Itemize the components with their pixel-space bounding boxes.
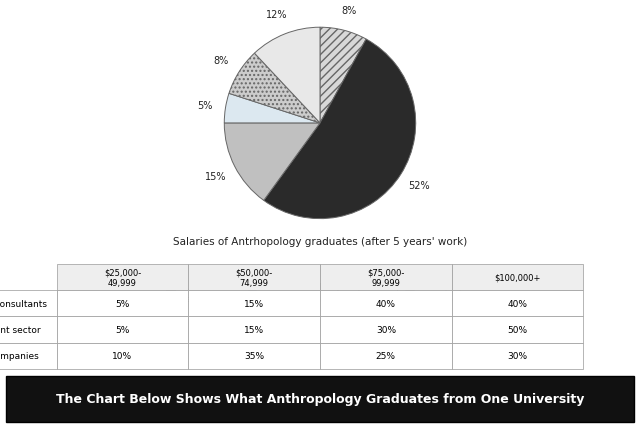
Text: 15%: 15% <box>205 172 227 181</box>
Wedge shape <box>264 40 416 219</box>
Legend: Full-time work, Part-time work, Part-time work + postgrad study, Full-time postg: Full-time work, Part-time work, Part-tim… <box>164 280 476 306</box>
Wedge shape <box>224 94 320 124</box>
Wedge shape <box>320 28 366 124</box>
Wedge shape <box>224 124 320 201</box>
Text: 52%: 52% <box>408 181 429 191</box>
Text: 8%: 8% <box>214 56 229 66</box>
Wedge shape <box>255 28 320 124</box>
Wedge shape <box>229 54 320 124</box>
Text: 12%: 12% <box>266 10 288 20</box>
Text: 5%: 5% <box>197 101 212 110</box>
Text: 8%: 8% <box>341 6 356 16</box>
Title: Salaries of Antrhopology graduates (after 5 years' work): Salaries of Antrhopology graduates (afte… <box>173 236 467 246</box>
FancyBboxPatch shape <box>6 376 634 422</box>
Text: The Chart Below Shows What Anthropology Graduates from One University: The Chart Below Shows What Anthropology … <box>56 392 584 405</box>
